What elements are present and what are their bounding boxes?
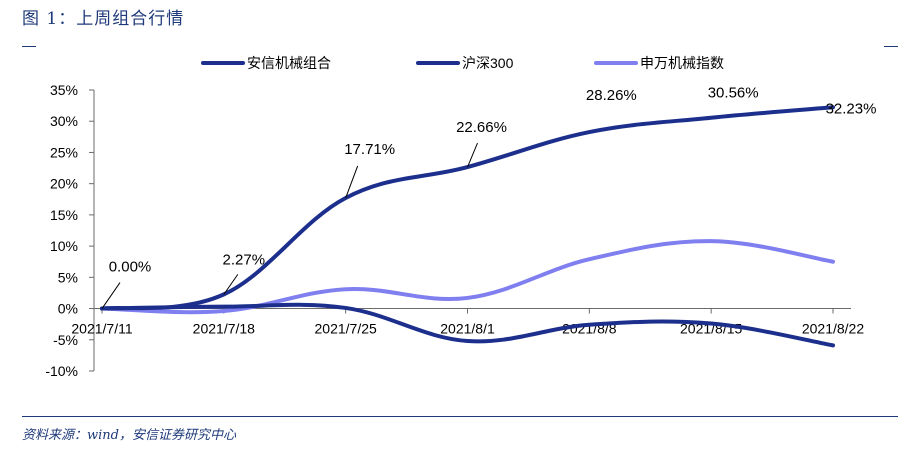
y-tick-label: 15% xyxy=(50,207,78,223)
x-tick-label: 2021/8/1 xyxy=(440,321,495,337)
x-tick-label: 2021/8/22 xyxy=(802,321,864,337)
y-tick-label: 10% xyxy=(50,238,78,254)
y-tick-label: -5% xyxy=(53,332,78,348)
data-label-portfolio: 32.23% xyxy=(826,100,877,117)
x-tick-label: 2021/7/11 xyxy=(71,321,132,337)
chart-axes: 35% 30% 25% 20% 15% 10% 5% 0% -5% -10% 2021/7/11 20… xyxy=(45,82,864,379)
data-label-leader xyxy=(345,165,359,199)
y-tick-label: -10% xyxy=(45,363,78,379)
data-label-portfolio: 0.00% xyxy=(109,259,152,276)
legend-label-portfolio: 安信机械组合 xyxy=(247,55,331,71)
y-tick-label: 35% xyxy=(50,82,78,98)
x-tick-label: 2021/7/25 xyxy=(315,321,377,337)
data-label-portfolio: 2.27% xyxy=(223,251,266,268)
series-line-portfolio xyxy=(100,105,835,311)
data-labels: 0.00% 2.27% 17.71% 22.66% 28.26% 30.56% 32.23% xyxy=(101,85,877,309)
chart-legend: 安信机械组合 沪深300 申万机械指数 xyxy=(201,55,724,71)
series-line-machinery xyxy=(100,239,835,315)
figure-title: 图 1：上周组合行情 xyxy=(22,9,185,29)
y-tick-label: 30% xyxy=(50,113,78,129)
data-label-leader xyxy=(223,274,239,295)
data-label-portfolio: 30.56% xyxy=(708,85,759,102)
source-note: 资料来源：wind，安信证券研究中心 xyxy=(22,428,236,443)
y-tick-label: 5% xyxy=(58,269,78,285)
data-label-leader xyxy=(101,282,121,309)
top-left-rule xyxy=(22,46,36,47)
bottom-rule xyxy=(22,416,898,417)
y-tick-label: 20% xyxy=(50,176,78,192)
legend-label-hs300: 沪深300 xyxy=(462,55,514,71)
y-tick-label: 0% xyxy=(58,301,78,317)
top-right-rule xyxy=(884,46,898,47)
data-label-leader xyxy=(467,142,478,168)
data-label-portfolio: 17.71% xyxy=(344,141,395,158)
y-tick-label: 25% xyxy=(50,144,78,160)
data-label-portfolio: 28.26% xyxy=(586,87,637,104)
x-tick-label: 2021/7/18 xyxy=(193,321,255,337)
data-label-portfolio: 22.66% xyxy=(456,119,507,136)
legend-label-machinery: 申万机械指数 xyxy=(640,55,724,71)
